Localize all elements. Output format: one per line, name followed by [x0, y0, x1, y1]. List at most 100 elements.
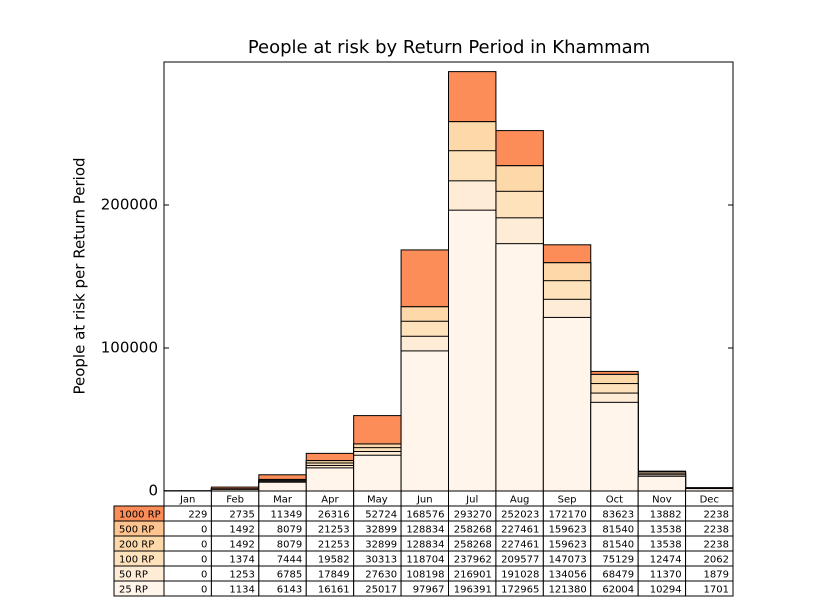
table-value: 2062 [704, 555, 729, 566]
y-axis-label: People at risk per Return Period [71, 157, 89, 394]
table-header: Jan [179, 495, 195, 506]
table-value: 0 [201, 555, 207, 566]
table-value: 196391 [454, 585, 492, 596]
table-header: Nov [652, 495, 672, 506]
table-value: 1879 [704, 570, 729, 581]
table-row-label: 500 RP [119, 525, 154, 536]
table-value: 10294 [650, 585, 682, 596]
table-value: 2238 [704, 540, 729, 551]
table-header: Feb [226, 495, 244, 506]
table-value: 147073 [549, 555, 587, 566]
table-value: 6785 [277, 570, 302, 581]
table-value: 81540 [602, 540, 634, 551]
table-row-label: 200 RP [119, 540, 154, 551]
table-value: 7444 [277, 555, 302, 566]
table-value: 1374 [229, 555, 254, 566]
table-value: 13882 [650, 510, 682, 521]
table-value: 0 [201, 570, 207, 581]
table-value: 227461 [501, 540, 539, 551]
table-cell [685, 580, 734, 597]
table-value: 83623 [602, 510, 634, 521]
table-row-label: 1000 RP [119, 510, 161, 521]
table-value: 25017 [365, 585, 397, 596]
table-value: 97967 [413, 585, 445, 596]
table-value: 128834 [406, 525, 444, 536]
table-value: 2238 [704, 510, 729, 521]
table-header: Jul [465, 495, 478, 506]
table-value: 227461 [501, 525, 539, 536]
table-value: 17849 [318, 570, 350, 581]
table-value: 118704 [406, 555, 444, 566]
bar [590, 401, 639, 492]
table-value: 2735 [229, 510, 254, 521]
table-value: 128834 [406, 540, 444, 551]
table-value: 0 [201, 540, 207, 551]
table-value: 6143 [277, 585, 302, 596]
table-value: 26316 [318, 510, 350, 521]
table-value: 108198 [406, 570, 444, 581]
table-value: 168576 [406, 510, 444, 521]
table-value: 258268 [454, 525, 492, 536]
table-value: 293270 [454, 510, 492, 521]
bar [637, 475, 687, 492]
table-value: 209577 [501, 555, 539, 566]
table-value: 0 [201, 585, 207, 596]
table-header: Jun [416, 495, 433, 506]
table-value: 19582 [318, 555, 350, 566]
table-value: 134056 [549, 570, 587, 581]
table-value: 0 [201, 525, 207, 536]
table-value: 62004 [602, 585, 634, 596]
table-value: 1492 [229, 540, 254, 551]
table-header: Apr [321, 495, 339, 506]
table-value: 13538 [650, 540, 682, 551]
table-value: 16161 [318, 585, 350, 596]
table-value: 2238 [704, 525, 729, 536]
bar [495, 243, 544, 492]
table-value: 1253 [229, 570, 254, 581]
table-value: 30313 [365, 555, 397, 566]
table-value: 81540 [602, 525, 634, 536]
table-value: 237962 [454, 555, 492, 566]
table-value: 68479 [602, 570, 634, 581]
table-value: 1492 [229, 525, 254, 536]
table-value: 13538 [650, 525, 682, 536]
bar [353, 454, 402, 492]
table-value: 159623 [549, 540, 587, 551]
bar [400, 350, 450, 492]
y-tick-label: 200000 [101, 196, 158, 214]
table-header: May [367, 495, 388, 506]
bar [305, 467, 355, 492]
chart-title: People at risk by Return Period in Khamm… [248, 37, 650, 58]
table-value: 121380 [549, 585, 587, 596]
table-value: 172965 [501, 585, 539, 596]
table-value: 32899 [365, 525, 397, 536]
table-value: 21253 [318, 540, 350, 551]
bar [448, 209, 497, 492]
bar [542, 316, 592, 492]
bar [258, 481, 307, 492]
table-value: 11370 [650, 570, 682, 581]
table-header: Dec [700, 495, 719, 506]
table-row-label: 25 RP [119, 585, 148, 596]
table-header: Aug [510, 495, 530, 506]
table-value: 1701 [704, 585, 729, 596]
table-row-label: 50 RP [119, 570, 148, 581]
table-value: 229 [188, 510, 207, 521]
table-value: 191028 [501, 570, 539, 581]
y-tick-label: 100000 [101, 339, 158, 357]
table-header: Mar [273, 495, 293, 506]
table-value: 75129 [602, 555, 634, 566]
table-value: 11349 [270, 510, 302, 521]
table-value: 252023 [501, 510, 539, 521]
table-value: 8079 [277, 540, 302, 551]
table-value: 1134 [229, 585, 254, 596]
table-value: 27630 [365, 570, 397, 581]
table-value: 172170 [549, 510, 587, 521]
y-tick-label: 0 [148, 482, 158, 500]
table-row-label: 100 RP [119, 555, 154, 566]
table-header: Oct [606, 495, 623, 506]
table-value: 52724 [365, 510, 397, 521]
table-value: 12474 [650, 555, 682, 566]
table-value: 8079 [277, 525, 302, 536]
